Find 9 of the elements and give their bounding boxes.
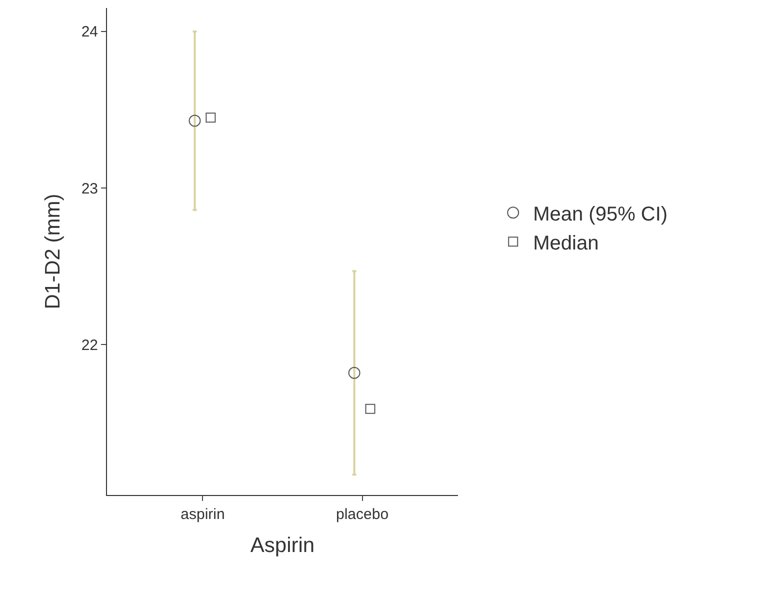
y-axis-title: D1-D2 (mm) bbox=[41, 194, 64, 310]
y-tick-label: 23 bbox=[81, 180, 98, 198]
y-tick-label: 24 bbox=[81, 24, 98, 41]
x-tick-label: aspirin bbox=[180, 506, 225, 523]
y-tick-label: 22 bbox=[81, 336, 98, 354]
legend-label: Median bbox=[533, 232, 599, 254]
x-axis-title: Aspirin bbox=[250, 534, 315, 558]
x-tick-label: placebo bbox=[336, 506, 389, 523]
legend-label: Mean (95% CI) bbox=[533, 203, 668, 226]
